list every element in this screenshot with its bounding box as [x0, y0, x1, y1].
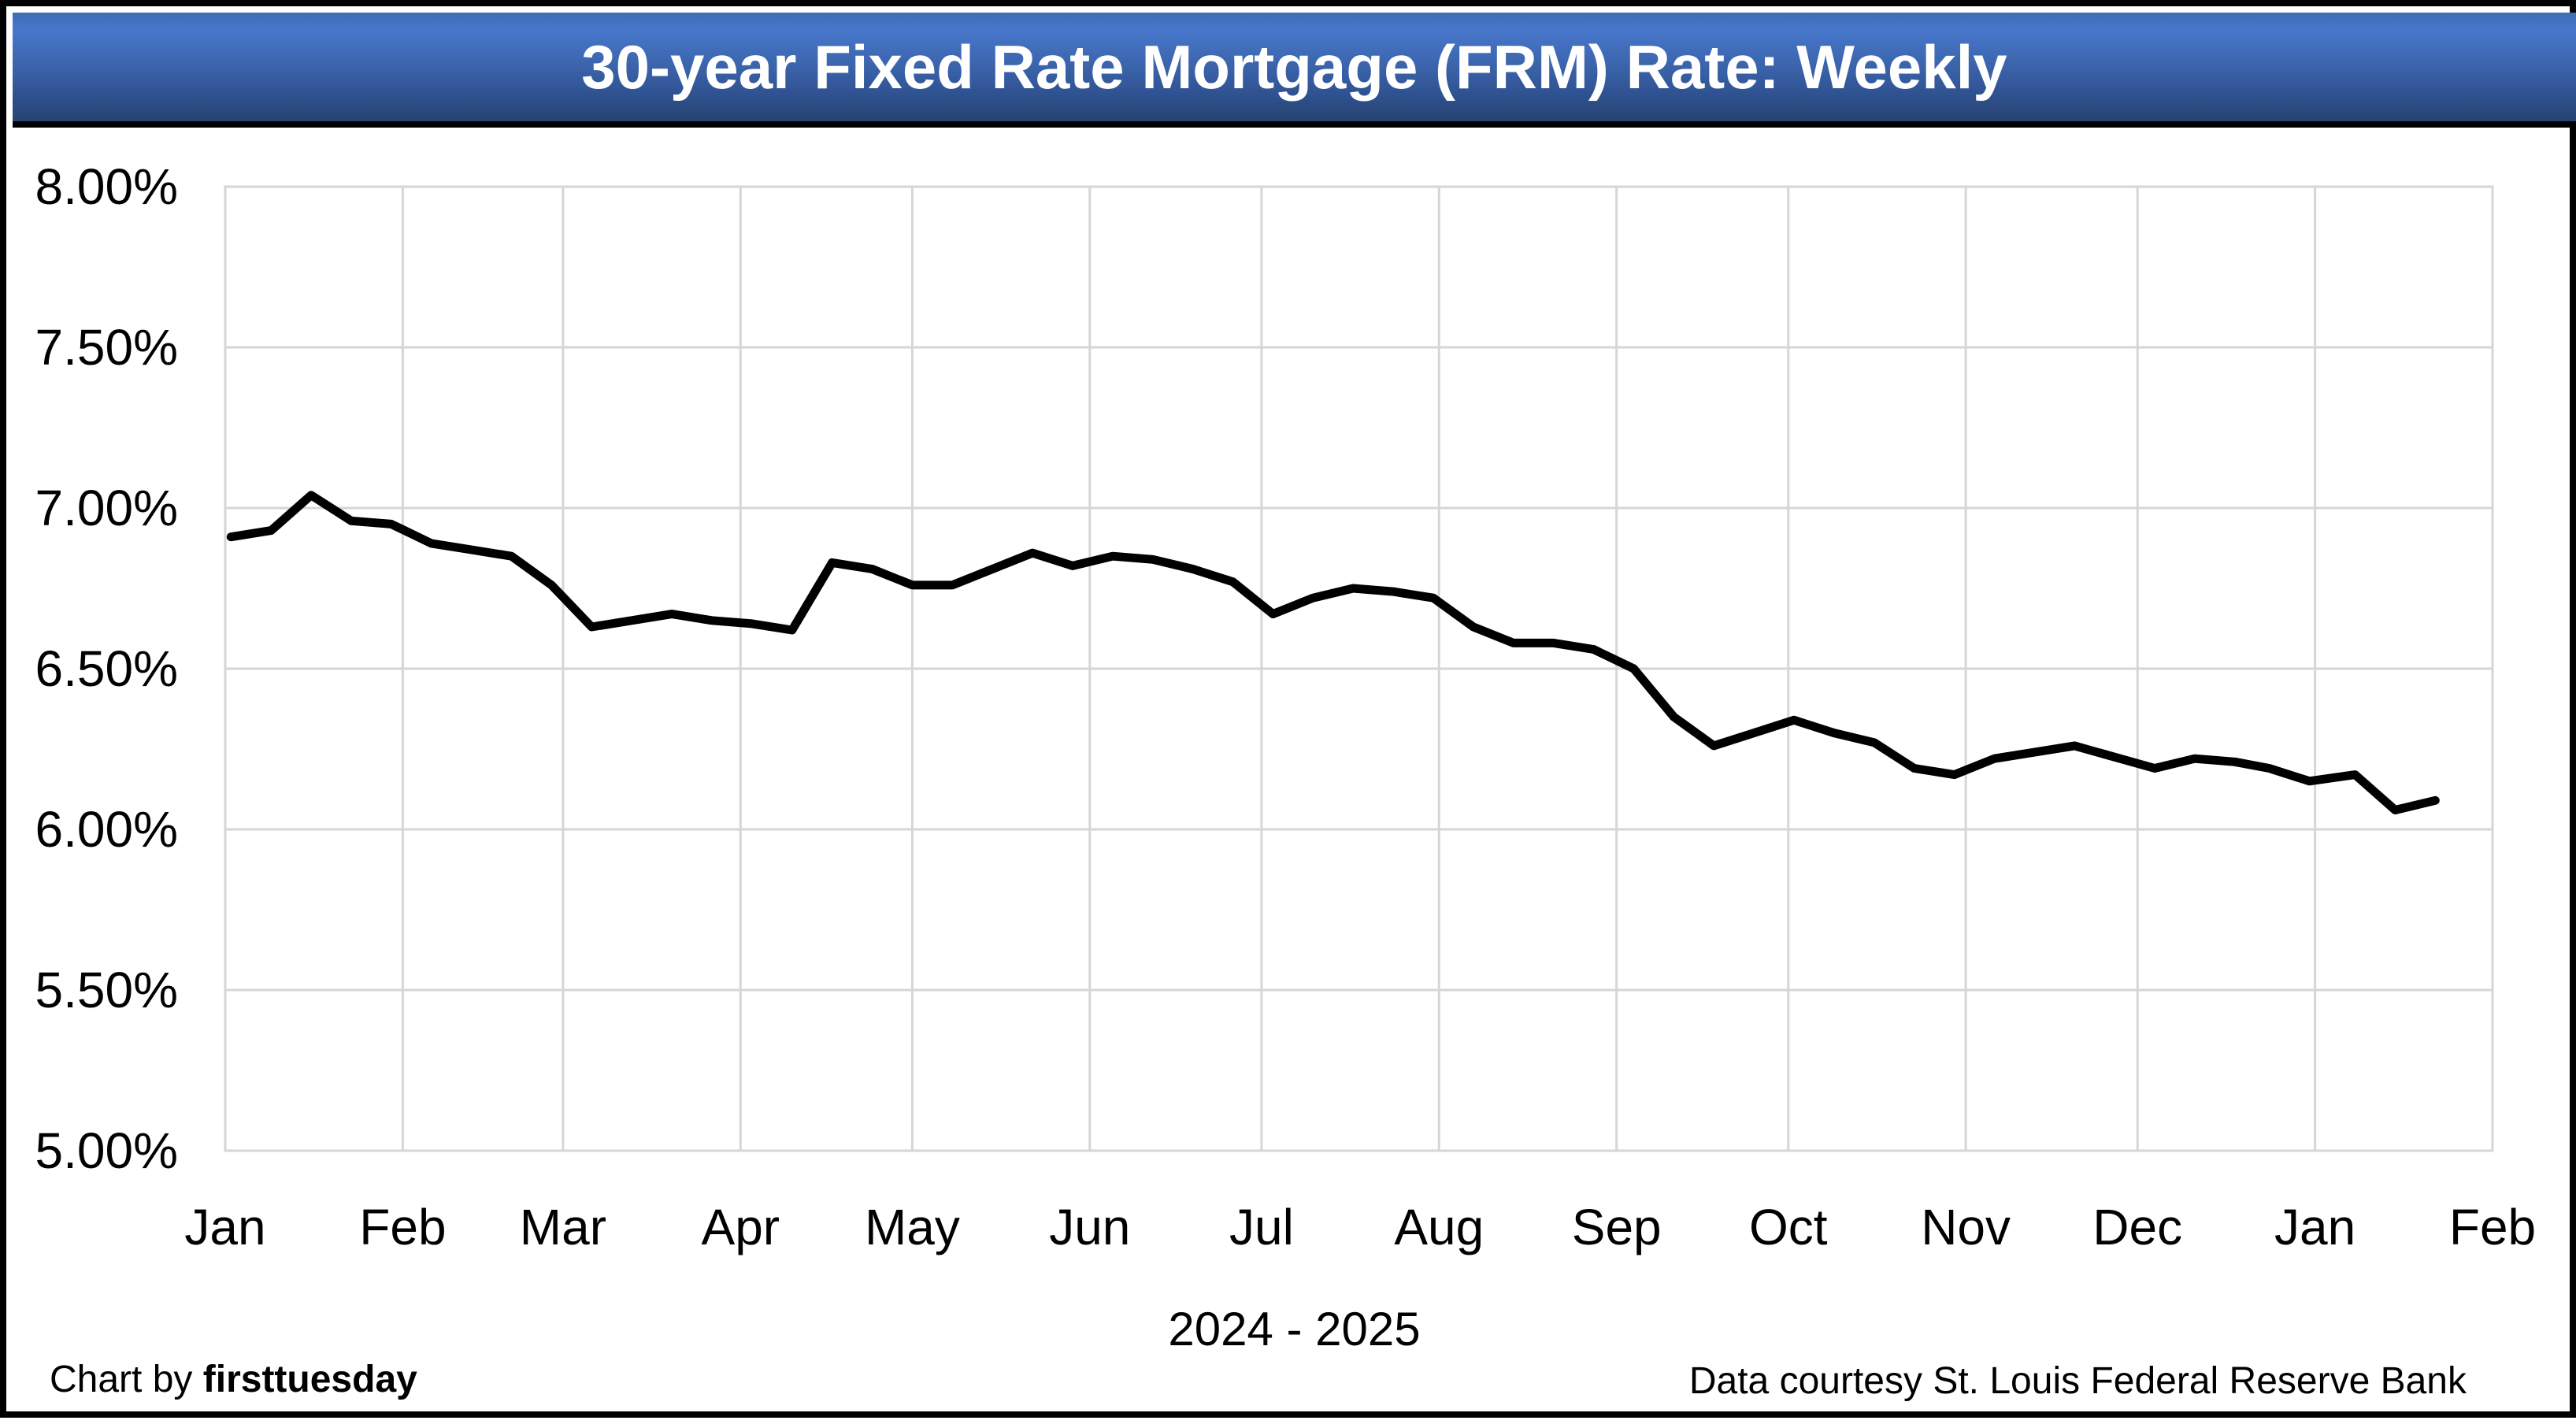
x-axis-tick-label: Nov: [1921, 1199, 2011, 1255]
data-source-credit: Data courtesy St. Louis Federal Reserve …: [1688, 1360, 2467, 1402]
x-axis-tick-label: Jan: [2274, 1199, 2356, 1255]
x-axis-tick-label: Dec: [2092, 1199, 2183, 1255]
x-axis-title: 2024 - 2025: [1168, 1303, 1421, 1355]
chart-credit: Chart by firsttuesday: [50, 1358, 417, 1401]
title-bar: 30-year Fixed Rate Mortgage (FRM) Rate: …: [13, 13, 2576, 128]
chart-credit-brand: firsttuesday: [202, 1359, 417, 1400]
x-axis-tick-label: Oct: [1749, 1199, 1828, 1255]
x-axis-tick-label: Sep: [1571, 1199, 1662, 1255]
x-axis-tick-label: Jan: [184, 1199, 266, 1255]
x-axis-tick-label: Jul: [1229, 1199, 1294, 1255]
x-axis-tick-label: Feb: [2448, 1199, 2537, 1255]
y-axis-tick-label: 7.00%: [35, 480, 178, 536]
x-axis-tick-label: Aug: [1394, 1199, 1484, 1255]
y-axis-tick-label: 8.00%: [35, 158, 178, 215]
y-axis-tick-label: 5.50%: [35, 962, 178, 1018]
y-axis-tick-label: 7.50%: [35, 319, 178, 376]
x-axis-tick-label: Apr: [701, 1199, 780, 1255]
y-axis-tick-label: 6.50%: [35, 640, 178, 697]
y-axis-tick-label: 6.00%: [35, 801, 178, 858]
chart-title: 30-year Fixed Rate Mortgage (FRM) Rate: …: [581, 32, 2007, 102]
chart-credit-prefix: Chart by: [50, 1359, 203, 1400]
x-axis-tick-label: May: [864, 1199, 960, 1255]
x-axis-tick-label: Jun: [1049, 1199, 1131, 1255]
y-axis-tick-label: 5.00%: [35, 1122, 178, 1179]
frm-rate-line: [226, 491, 2440, 814]
plot-area-border: [224, 185, 2494, 1152]
x-axis-tick-label: Mar: [519, 1199, 606, 1255]
frm-rate-line-chart: [224, 185, 2494, 1152]
x-axis-tick-label: Feb: [359, 1199, 447, 1255]
